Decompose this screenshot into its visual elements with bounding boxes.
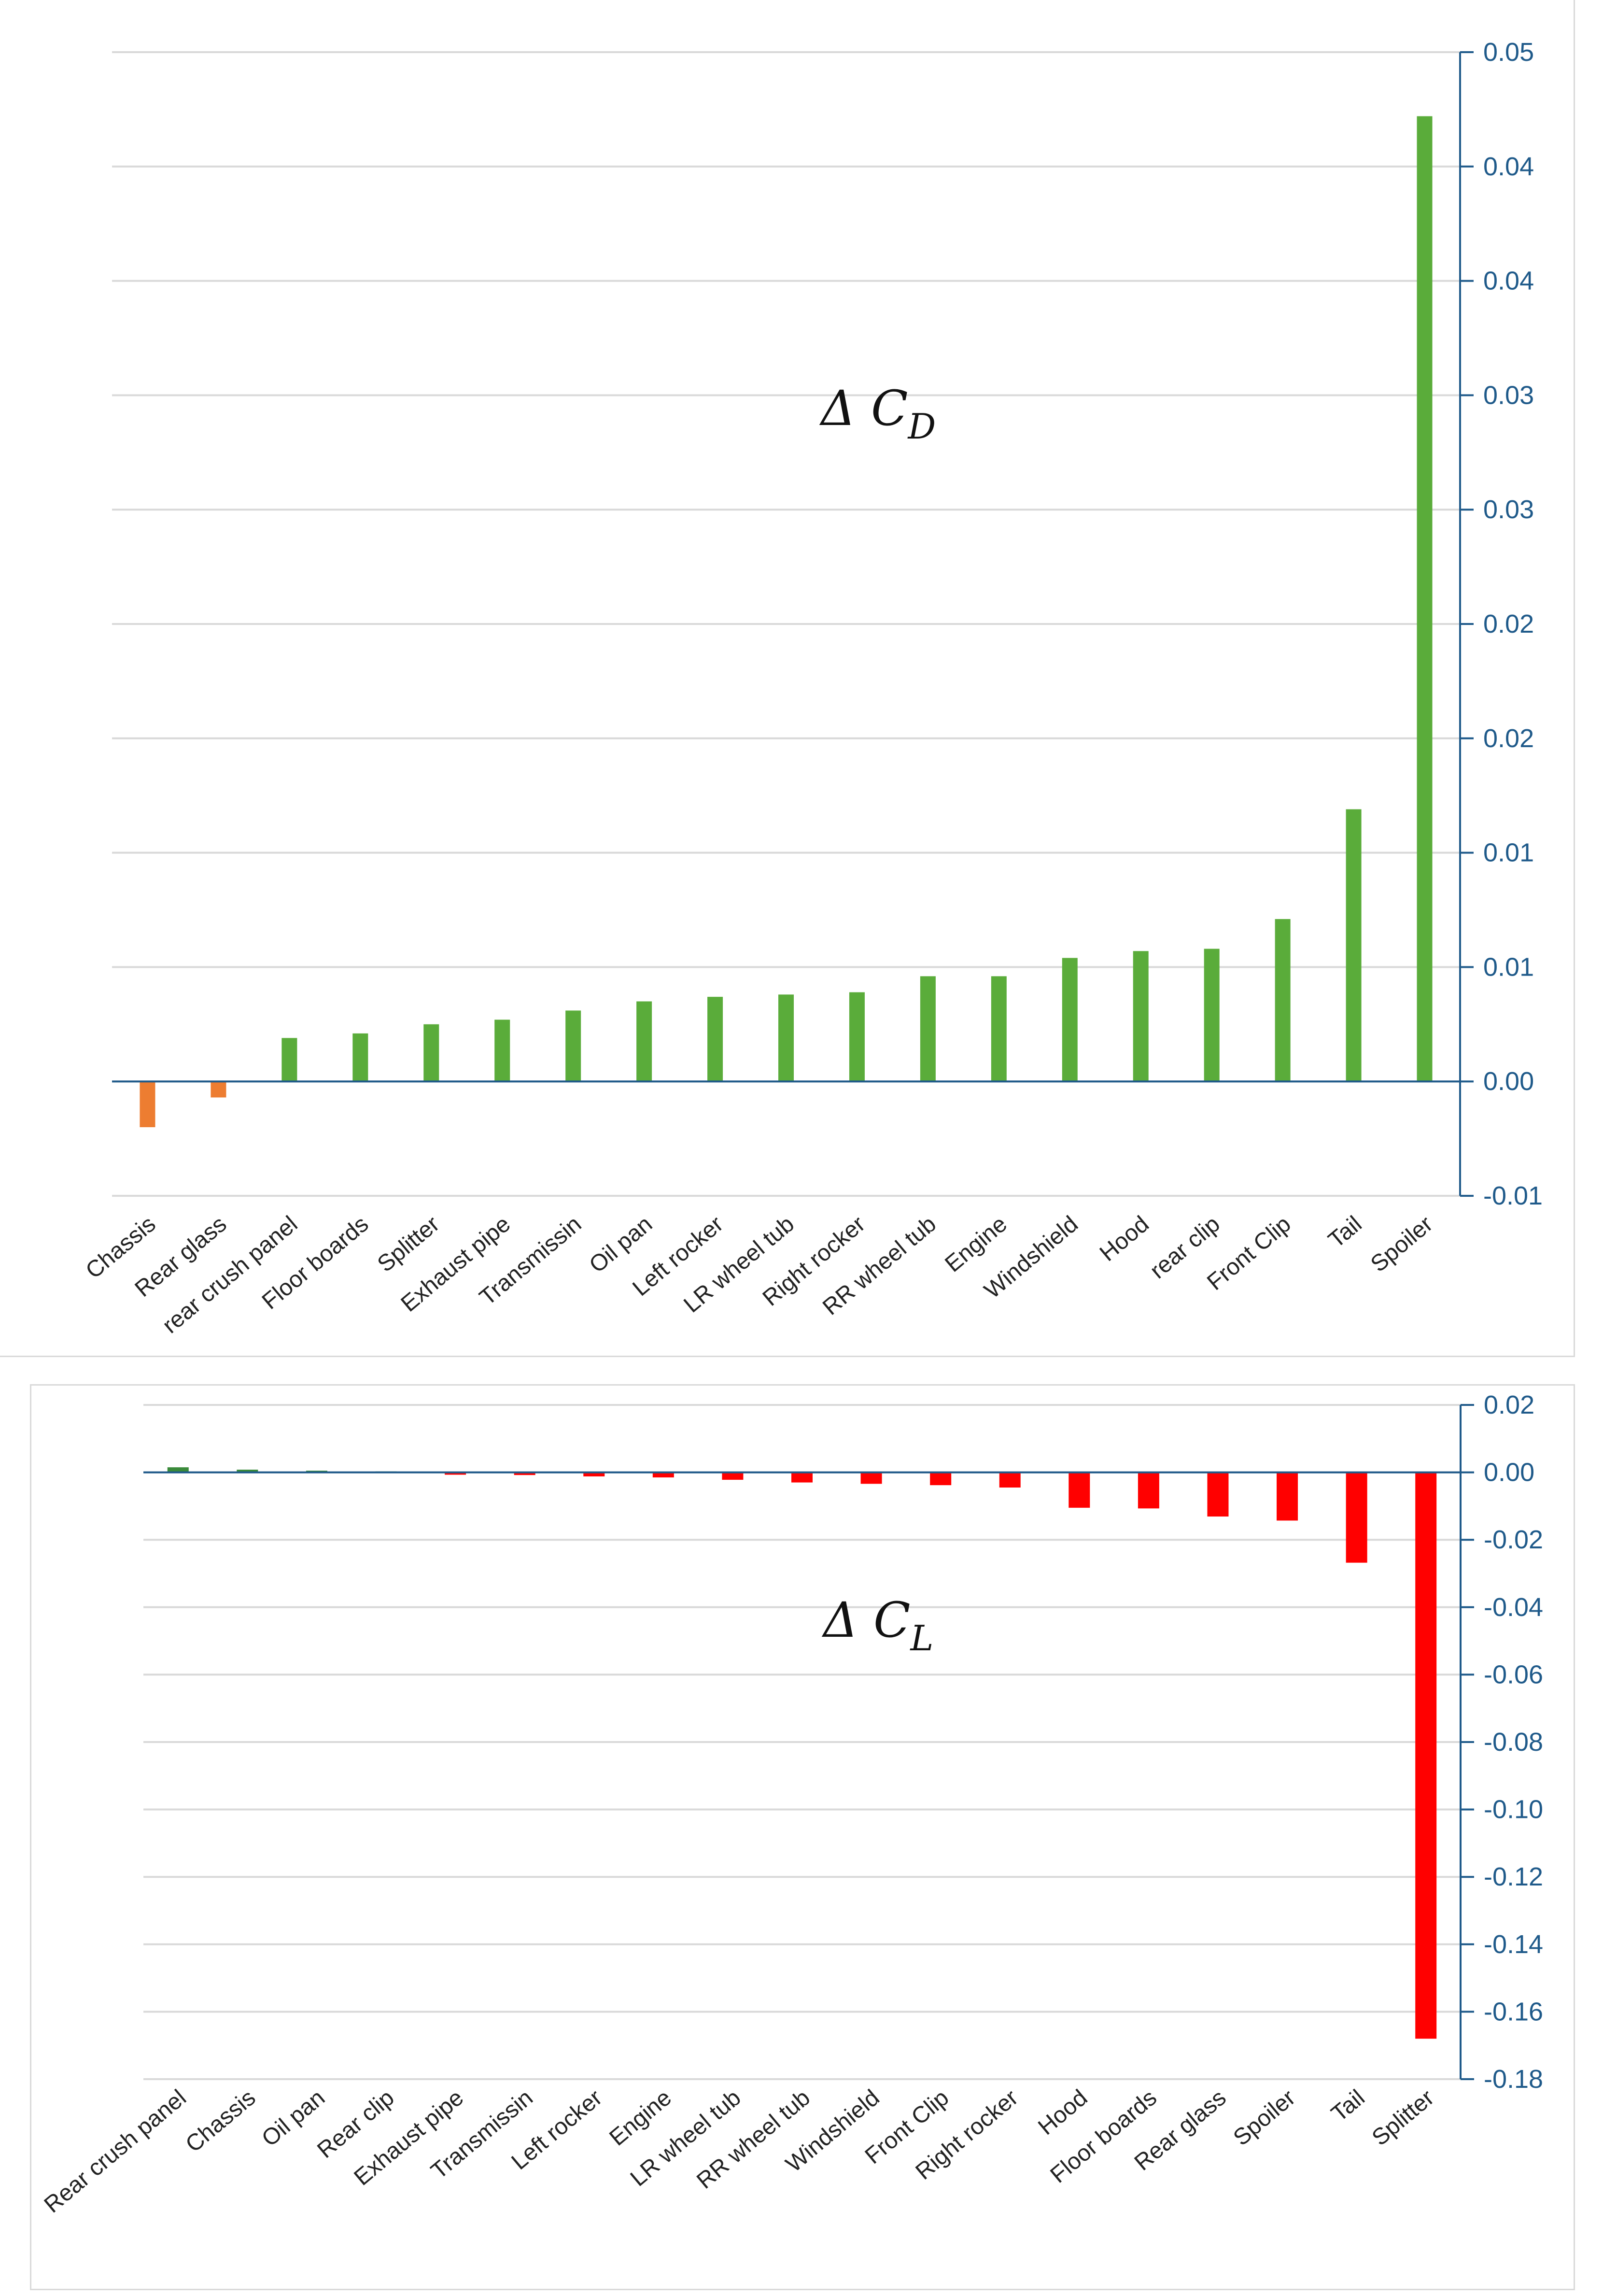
drag-bar <box>352 1033 368 1082</box>
lift-bar <box>1069 1472 1090 1508</box>
lift-bar <box>930 1472 952 1486</box>
lift-bar <box>722 1472 744 1480</box>
lift-category-label: Spoiler <box>1229 2085 1301 2151</box>
drag-y-tick-label: 0.05 <box>1483 38 1534 67</box>
lift-y-tick-label: -0.06 <box>1484 1660 1543 1689</box>
drag-y-tick-label: 0.01 <box>1483 952 1534 981</box>
lift-y-tick-label: -0.12 <box>1484 1862 1543 1891</box>
lift-y-tick-label: -0.10 <box>1484 1795 1543 1824</box>
drag-bar <box>140 1081 155 1127</box>
lift-y-tick-label: -0.04 <box>1484 1593 1543 1622</box>
drag-y-tick-label: -0.01 <box>1483 1181 1543 1210</box>
lift-category-label: Hood <box>1033 2085 1092 2140</box>
lift-category-label: Chassis <box>181 2085 261 2157</box>
drag-y-tick-label: 0.04 <box>1483 267 1534 296</box>
lift-chart: 0.02 0.00 -0.02 -0.04 -0.06 -0.08 -0.10 -0.12 -0… <box>40 1390 1543 2218</box>
drag-category-label: Hood <box>1095 1211 1154 1266</box>
lift-chart-panel: 0.02 0.00 -0.02 -0.04 -0.06 -0.08 -0.10 -0.12 -0… <box>30 1384 1575 2290</box>
lift-bar <box>1277 1472 1298 1521</box>
drag-bar <box>1346 809 1362 1082</box>
lift-bar <box>999 1472 1021 1488</box>
drag-y-tick-label: 0.00 <box>1483 1067 1534 1096</box>
drag-bar <box>991 976 1007 1082</box>
drag-bar <box>707 996 723 1082</box>
drag-y-tick-label: 0.03 <box>1483 495 1534 524</box>
lift-bar <box>1346 1472 1367 1563</box>
drag-bar <box>920 976 936 1082</box>
lift-bar <box>167 1467 189 1473</box>
drag-bar <box>281 1038 297 1082</box>
lift-y-tick-label: -0.08 <box>1484 1728 1543 1757</box>
drag-chart-panel: -0.01 0.00 0.01 0.01 0.02 0.02 0.03 0.03 0.04 0.0… <box>0 0 1575 1357</box>
lift-y-tick-label: -0.14 <box>1484 1930 1543 1959</box>
lift-y-tick-label: -0.02 <box>1484 1525 1543 1554</box>
drag-category-label: Tail <box>1323 1211 1366 1253</box>
drag-bar <box>1133 951 1149 1082</box>
lift-bar <box>1415 1472 1437 2039</box>
drag-chart-title: Δ CD <box>819 380 936 447</box>
lift-category-label: Rear crush panel <box>40 2085 191 2218</box>
drag-y-tick-label: 0.04 <box>1483 152 1534 181</box>
lift-bar <box>1207 1472 1229 1517</box>
drag-bar <box>565 1010 581 1082</box>
drag-bar <box>778 994 794 1082</box>
lift-category-label: Tail <box>1326 2085 1369 2127</box>
drag-bar <box>636 1001 652 1082</box>
lift-bar <box>445 1472 466 1475</box>
lift-y-tick-label: 0.02 <box>1484 1390 1534 1419</box>
lift-chart-title: Δ CL <box>821 1592 933 1658</box>
drag-bar <box>1417 116 1433 1082</box>
lift-category-label: Splitter <box>1367 2085 1439 2151</box>
drag-bar <box>211 1081 226 1098</box>
drag-y-tick-label: 0.01 <box>1483 838 1534 867</box>
drag-bar <box>423 1024 439 1082</box>
drag-bar <box>1062 958 1078 1082</box>
lift-bar <box>237 1470 258 1473</box>
drag-category-label: Spoiler <box>1366 1211 1438 1277</box>
drag-bar <box>494 1020 510 1082</box>
lift-bar <box>1138 1472 1159 1509</box>
lift-y-tick-label: -0.16 <box>1484 1997 1543 2026</box>
drag-y-tick-label: 0.02 <box>1483 609 1534 638</box>
drag-bar <box>1204 949 1220 1082</box>
lift-bar <box>791 1472 813 1483</box>
drag-bar <box>1275 919 1291 1082</box>
drag-y-tick-label: 0.02 <box>1483 724 1534 753</box>
lift-bar <box>583 1472 605 1476</box>
lift-bar <box>514 1472 535 1475</box>
lift-y-tick-label: -0.18 <box>1484 2065 1543 2094</box>
drag-bar <box>849 992 865 1082</box>
drag-chart: -0.01 0.00 0.01 0.01 0.02 0.02 0.03 0.03 0.04 0.0… <box>81 38 1543 1338</box>
lift-bar <box>652 1472 674 1478</box>
drag-y-tick-label: 0.03 <box>1483 381 1534 410</box>
lift-bar <box>860 1472 882 1484</box>
lift-y-tick-label: 0.00 <box>1484 1458 1534 1487</box>
